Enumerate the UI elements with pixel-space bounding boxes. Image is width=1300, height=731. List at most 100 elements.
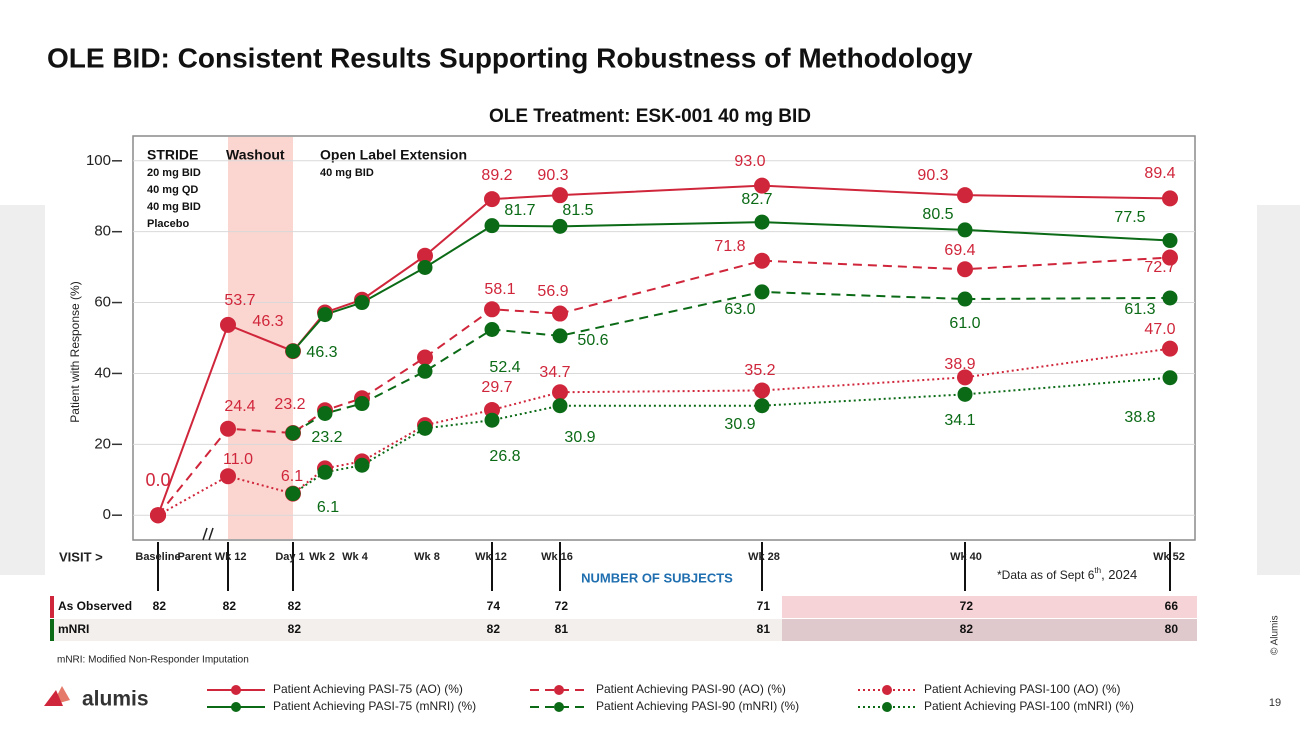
data-point (220, 420, 236, 437)
data-point (484, 321, 500, 337)
data-point (1162, 340, 1178, 357)
data-label: 35.2 (744, 362, 775, 379)
data-point (552, 398, 568, 414)
plot-frame (132, 135, 1196, 541)
data-label: 50.6 (577, 332, 608, 349)
x-tick-label: Wk 16 (541, 551, 573, 563)
legend-label: Patient Achieving PASI-90 (AO) (%) (596, 682, 786, 696)
data-point (552, 384, 568, 401)
data-point (552, 305, 568, 322)
card (45, 95, 1257, 667)
data-label: 69.4 (944, 242, 975, 259)
data-point (484, 191, 500, 208)
data-point (1162, 290, 1178, 306)
data-label: 81.7 (504, 202, 535, 219)
row-marker (50, 596, 54, 618)
data-point (220, 468, 236, 485)
data-point (354, 396, 370, 412)
dose-label: 20 mg BID (147, 167, 201, 179)
note-superscript: th (1094, 566, 1101, 575)
data-label: 93.0 (734, 153, 765, 170)
data-point (552, 328, 568, 344)
data-label: 23.2 (274, 396, 305, 413)
axis-break (202, 527, 214, 541)
subject-count: 80 (1165, 622, 1179, 636)
data-point (417, 247, 433, 264)
data-label: 46.3 (252, 313, 283, 330)
data-label: 30.9 (724, 416, 755, 433)
data-label: 61.0 (949, 315, 980, 332)
data-label: 72.7 (1144, 259, 1175, 276)
legend-marker (231, 685, 241, 695)
legend-marker (882, 702, 892, 712)
note-text: , 2024 (1101, 567, 1137, 582)
data-point (484, 412, 500, 428)
data-label: 0.0 (145, 470, 170, 490)
y-axis-label: Patient with Response (%) (68, 281, 82, 422)
data-point (957, 261, 973, 278)
chart-title: OLE Treatment: ESK-001 40 mg BID (489, 106, 811, 127)
data-point (317, 464, 333, 480)
data-label: 52.4 (489, 359, 520, 376)
data-label: 11.0 (223, 451, 253, 468)
x-tick-label: Parent Wk 12 (177, 551, 246, 563)
data-point (417, 259, 433, 275)
data-point (957, 187, 973, 204)
data-label: 29.7 (481, 379, 512, 396)
data-label: 89.4 (1144, 165, 1175, 182)
y-tick-label: 20 (94, 435, 111, 452)
data-label: 34.7 (539, 364, 570, 381)
data-label: 30.9 (564, 429, 595, 446)
data-point (150, 507, 166, 524)
dose-label: 40 mg QD (147, 184, 198, 196)
data-point (754, 398, 770, 414)
x-tick-label: Wk 2 (309, 551, 335, 563)
data-label: 38.8 (1124, 409, 1155, 426)
data-point (957, 291, 973, 307)
data-label: 58.1 (484, 281, 515, 298)
legend-label: Patient Achieving PASI-75 (AO) (%) (273, 682, 463, 696)
row-marker (50, 619, 54, 641)
slide-title: OLE BID: Consistent Results Supporting R… (47, 42, 973, 73)
x-axis-label: VISIT > (59, 549, 103, 564)
data-point (1162, 233, 1178, 249)
x-tick-label: Wk 4 (342, 551, 369, 563)
x-tick-label: Wk 8 (414, 551, 440, 563)
legend-marker (554, 702, 564, 712)
data-point (1162, 249, 1178, 266)
subject-count: 72 (960, 599, 974, 613)
subject-count: 82 (487, 622, 501, 636)
legend-label: Patient Achieving PASI-100 (AO) (%) (924, 682, 1121, 696)
dose-label: 40 mg BID (147, 201, 201, 213)
data-label: 77.5 (1114, 209, 1145, 226)
period-label: STRIDE (147, 147, 198, 163)
note-text: *Data as of Sept 6 (997, 568, 1095, 582)
legend-marker (882, 685, 892, 695)
logo-icon (44, 686, 70, 706)
legend-label: Patient Achieving PASI-90 (mNRI) (%) (596, 699, 799, 713)
y-tick-label: 100 (86, 152, 111, 169)
data-label: 34.1 (944, 412, 975, 429)
data-label: 24.4 (224, 398, 255, 415)
subject-count: 74 (487, 599, 501, 613)
logo-text: alumis (82, 688, 149, 711)
data-point (1162, 190, 1178, 207)
period-label: Washout (226, 147, 285, 163)
subject-count: 82 (288, 599, 302, 613)
data-label: 63.0 (724, 301, 755, 318)
y-tick-label: 40 (94, 364, 111, 381)
data-label: 81.5 (562, 202, 593, 219)
x-tick-label: Wk 40 (950, 551, 982, 563)
y-tick-label: 60 (94, 294, 111, 311)
data-label: 47.0 (1144, 321, 1175, 338)
data-label: 6.1 (281, 468, 303, 485)
x-tick-label: Day 1 (275, 551, 304, 563)
subject-count: 66 (1165, 599, 1179, 613)
row-label: As Observed (58, 599, 132, 613)
subject-count: 81 (555, 622, 569, 636)
data-point (957, 386, 973, 402)
data-label: 89.2 (481, 167, 512, 184)
period-label: Open Label Extension (320, 147, 467, 163)
data-point (1162, 370, 1178, 386)
data-point (354, 295, 370, 311)
